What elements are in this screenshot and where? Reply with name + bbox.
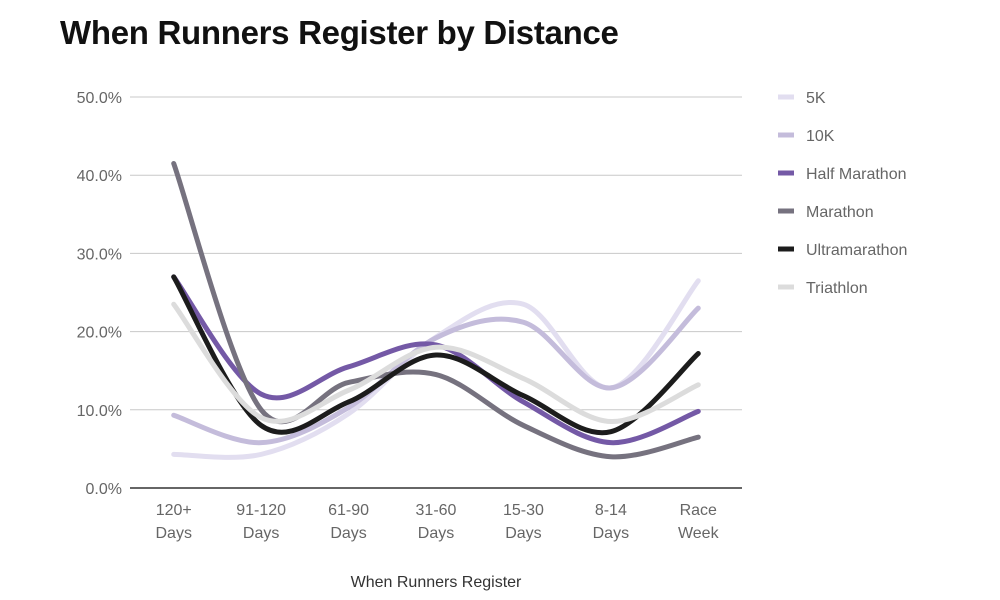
- y-tick-label: 10.0%: [77, 403, 122, 420]
- x-tick-label: 61-90 Days: [328, 502, 369, 542]
- series-lines: [171, 160, 701, 460]
- x-tick-label: 8-14 Days: [593, 502, 629, 542]
- legend-label-triathlon: Triathlon: [806, 280, 868, 297]
- legend-label-10k: 10K: [806, 128, 835, 145]
- x-tick-label: Race Week: [678, 502, 720, 542]
- series-line-triathlon: [171, 301, 701, 425]
- x-axis-title: When Runners Register: [351, 574, 522, 591]
- x-axis-ticks: 120+ Days 91-120 Days 61-90 Days 31-60 Days 15-3…: [155, 502, 719, 542]
- chart-title: When Runners Register by Distance: [60, 14, 619, 51]
- y-tick-label: 50.0%: [77, 90, 122, 107]
- series-line-marathon: [171, 160, 701, 460]
- y-tick-label: 0.0%: [86, 481, 122, 498]
- x-tick-label: 31-60 Days: [416, 502, 457, 542]
- legend-label-marathon: Marathon: [806, 204, 874, 221]
- y-axis-ticks: 0.0% 10.0% 20.0% 30.0% 40.0% 50.0%: [77, 90, 122, 498]
- legend-label-ultramarathon: Ultramarathon: [806, 242, 907, 259]
- series-line-ultramarathon: [171, 274, 701, 436]
- legend: 5K 10K Half Marathon Marathon Ultramarathon T…: [778, 90, 907, 297]
- series-line-half-marathon: [171, 274, 701, 446]
- legend-label-5k: 5K: [806, 90, 826, 107]
- x-tick-label: 120+ Days: [155, 502, 191, 542]
- gridlines: [130, 96, 742, 411]
- legend-label-half-marathon: Half Marathon: [806, 166, 907, 183]
- x-tick-label: 15-30 Days: [503, 502, 544, 542]
- series-line-10k: [171, 305, 701, 446]
- y-tick-label: 30.0%: [77, 246, 122, 263]
- y-tick-label: 40.0%: [77, 168, 122, 185]
- x-tick-label: 91-120 Days: [236, 502, 286, 542]
- y-tick-label: 20.0%: [77, 325, 122, 342]
